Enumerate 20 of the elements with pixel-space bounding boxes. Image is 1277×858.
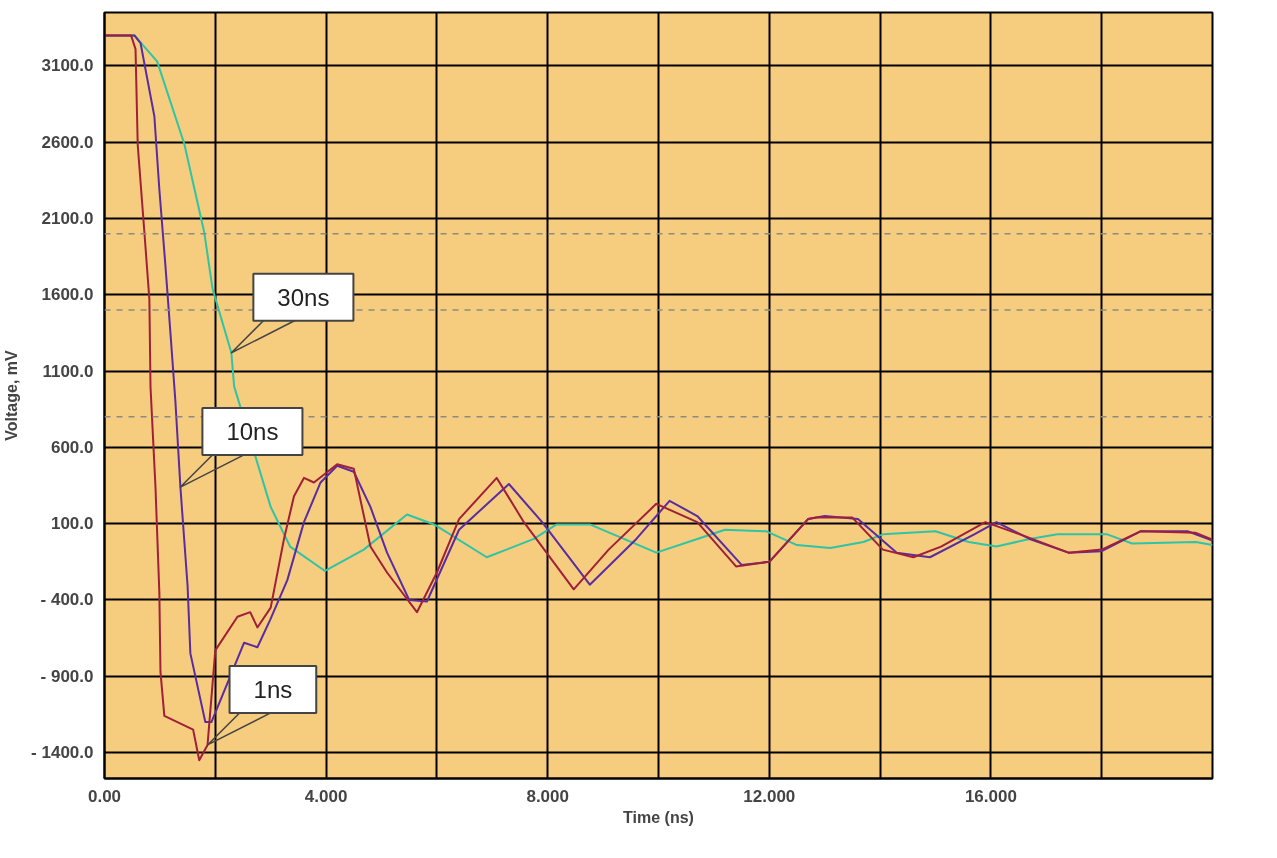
- x-tick-label: 16.000: [964, 786, 1017, 806]
- x-tick-label: 4.000: [304, 786, 348, 806]
- y-tick-label: 3100.0: [41, 56, 94, 76]
- y-tick-label: 600.0: [50, 437, 94, 457]
- y-tick-label: 1600.0: [41, 285, 94, 305]
- y-tick-label: - 1400.0: [31, 743, 94, 763]
- y-axis-title: Voltage, mV: [3, 349, 21, 441]
- y-tick-label: - 400.0: [40, 590, 94, 610]
- y-tick-label: 2100.0: [41, 209, 94, 228]
- y-tick-label: 1100.0: [42, 361, 94, 381]
- x-axis-title: Time (ns): [623, 808, 694, 826]
- y-tick-label: - 900.0: [40, 666, 94, 686]
- x-tick-label: 8.000: [526, 786, 569, 806]
- annotation: 10ns: [226, 418, 279, 446]
- y-tick-label: 100.0: [50, 514, 94, 534]
- x-tick-label: 12.000: [743, 786, 796, 806]
- annotation: 30ns: [277, 283, 330, 311]
- annotation: 1ns: [253, 675, 293, 703]
- y-tick-label: 2600.0: [41, 132, 94, 152]
- x-tick-label: 0.00: [87, 786, 122, 806]
